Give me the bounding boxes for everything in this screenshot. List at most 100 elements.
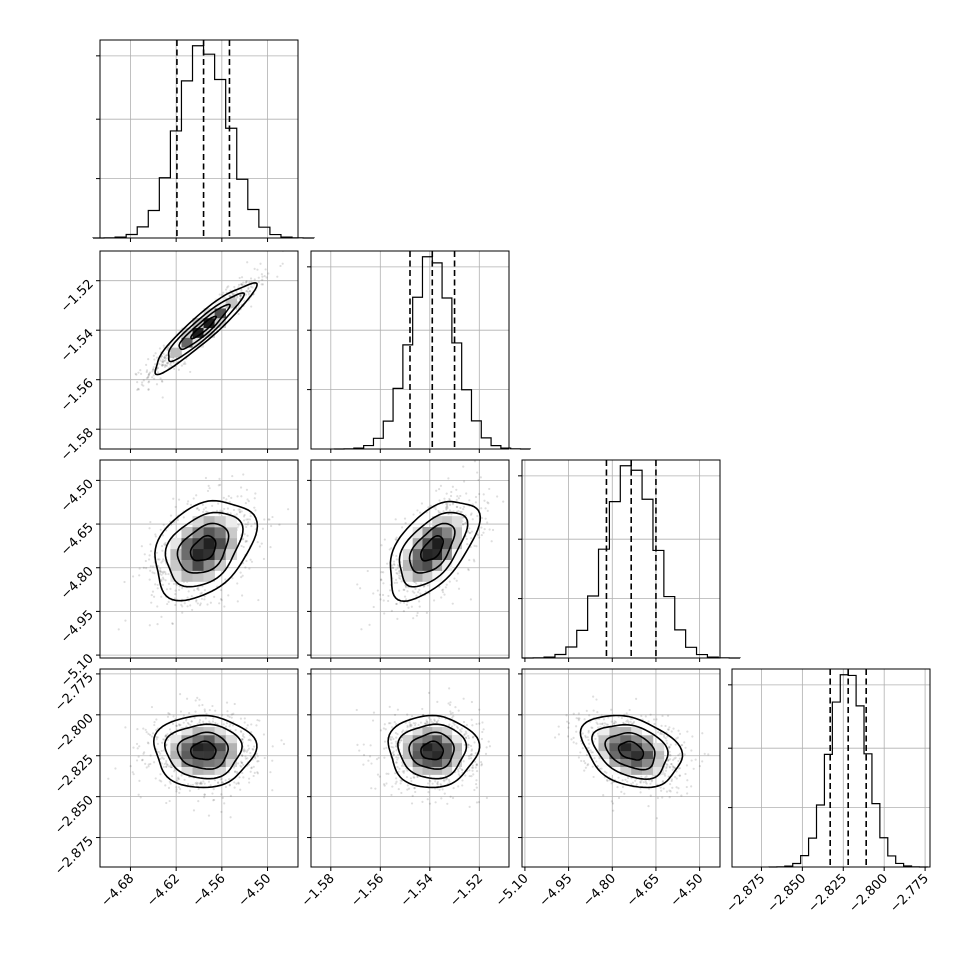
scatter-point — [241, 574, 244, 577]
scatter-point — [258, 545, 261, 548]
scatter-point — [164, 541, 167, 545]
scatter-point — [175, 786, 178, 789]
scatter-point — [375, 757, 379, 761]
scatter-point — [235, 295, 238, 298]
scatter-point — [258, 719, 261, 722]
y-tick-label-p2: −4.80 — [58, 564, 97, 603]
scatter-point — [465, 732, 468, 735]
histogram-panel-p2 — [518, 459, 741, 662]
scatter-point — [479, 761, 483, 764]
scatter-point — [182, 714, 185, 717]
scatter-point — [587, 731, 590, 734]
scatter-point — [144, 559, 147, 563]
scatter-point — [434, 780, 437, 783]
scatter-point — [185, 697, 189, 700]
scatter-point — [426, 798, 429, 801]
scatter-point — [218, 602, 221, 605]
scatter-point — [156, 742, 160, 745]
y-tick-label-p2: −4.65 — [58, 520, 97, 559]
scatter-point — [217, 502, 220, 505]
scatter-point — [232, 508, 236, 512]
scatter-point — [150, 705, 154, 709]
scatter-point — [406, 784, 409, 787]
scatter-point — [232, 292, 235, 295]
scatter-point — [383, 723, 386, 726]
scatter-point — [412, 513, 415, 516]
scatter-point — [457, 785, 460, 788]
scatter-point — [225, 498, 228, 501]
scatter-point — [395, 736, 398, 739]
scatter-point — [195, 781, 198, 784]
scatter-point — [227, 495, 230, 498]
scatter-point — [163, 355, 166, 358]
scatter-point — [586, 764, 589, 767]
density-cells — [598, 727, 665, 775]
scatter-point — [406, 724, 409, 727]
scatter-point — [667, 775, 670, 778]
density-cell — [225, 516, 238, 528]
scatter-point — [138, 779, 141, 782]
scatter-point — [117, 628, 120, 631]
scatter-point — [468, 558, 471, 562]
scatter-point — [184, 362, 187, 366]
scatter-point — [434, 508, 437, 511]
scatter-point — [150, 593, 153, 597]
scatter-point — [229, 512, 232, 515]
scatter-point — [591, 751, 594, 754]
scatter-point — [668, 765, 671, 768]
scatter-point — [383, 612, 386, 615]
density-cell — [170, 742, 182, 752]
scatter-point — [227, 285, 230, 288]
scatter-point — [596, 711, 599, 714]
density-cell — [432, 548, 443, 560]
scatter-point — [390, 609, 393, 612]
scatter-point — [660, 733, 663, 736]
contour-level-0 — [190, 740, 217, 761]
scatter-point — [246, 261, 249, 264]
scatter-point — [669, 790, 672, 793]
scatter-point — [194, 782, 197, 785]
scatter-point — [249, 515, 252, 518]
histogram-p2-frame — [521, 459, 721, 659]
scatter-point — [467, 567, 470, 571]
scatter-point — [142, 384, 145, 387]
scatter-point — [395, 602, 398, 606]
scatter-point — [270, 524, 273, 528]
y-tick-label-p3: −2.850 — [52, 793, 97, 838]
scatter-point — [470, 757, 473, 760]
scatter-point — [189, 503, 193, 506]
scatter-point — [223, 802, 226, 805]
scatter-point — [164, 364, 167, 367]
density-cell — [225, 758, 238, 767]
scatter-point — [156, 371, 160, 374]
scatter-point — [236, 495, 239, 498]
y-tick-label-p2: −4.95 — [58, 608, 97, 647]
scatter-point — [613, 722, 616, 725]
scatter-point — [390, 742, 393, 745]
scatter-point — [667, 759, 670, 762]
scatter-point — [155, 356, 159, 359]
scatter-point — [439, 511, 442, 514]
scatter-point — [394, 731, 397, 735]
scatter-point — [400, 791, 403, 795]
scatter-point — [268, 518, 271, 521]
scatter-point — [480, 533, 483, 537]
scatter-point — [468, 531, 471, 534]
scatter-point — [145, 566, 148, 570]
density-cell — [451, 537, 462, 550]
scatter-point — [278, 523, 281, 526]
scatter-point — [231, 474, 234, 478]
scatter-point — [250, 280, 253, 284]
scatter-point — [147, 374, 150, 377]
scatter-point — [248, 518, 252, 521]
scatter-point — [430, 720, 433, 723]
scatter-point — [457, 770, 460, 773]
scatter-point — [398, 574, 401, 577]
density-cell — [631, 766, 643, 775]
scatter-point — [396, 617, 399, 620]
scatter-point — [179, 710, 183, 713]
scatter-point — [649, 794, 652, 797]
scatter-point — [247, 290, 250, 294]
scatter-point — [397, 563, 400, 567]
scatter-point — [400, 779, 403, 783]
